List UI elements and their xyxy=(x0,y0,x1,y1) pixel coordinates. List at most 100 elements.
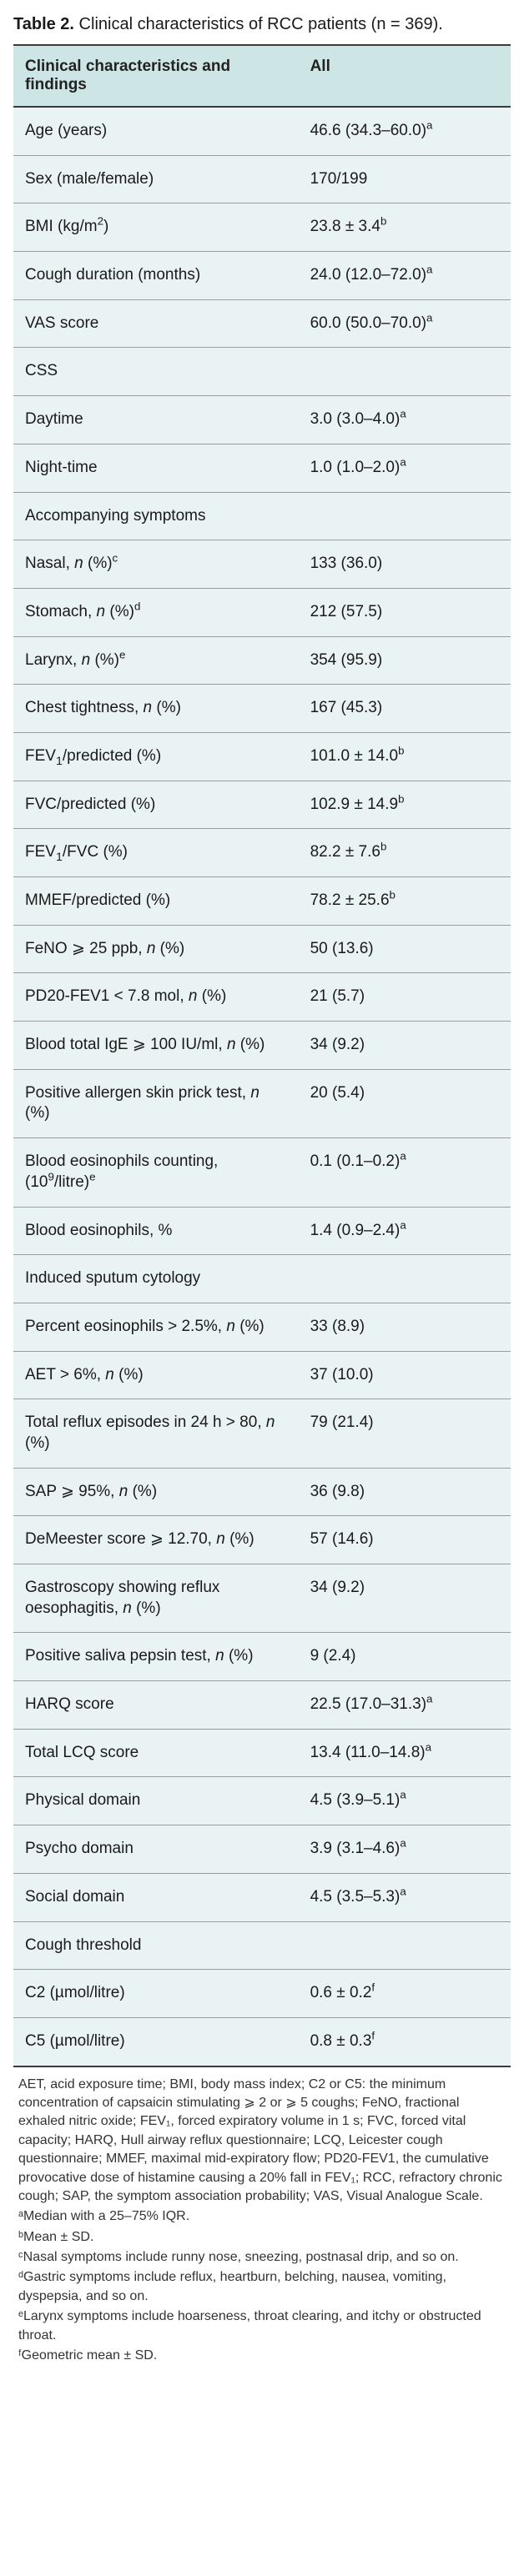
cell-value: 20 (5.4) xyxy=(299,1069,511,1137)
cell-value xyxy=(299,1255,511,1303)
table-row: Age (years)46.6 (34.3–60.0)a xyxy=(13,107,511,155)
cell-value xyxy=(299,1921,511,1970)
table-row: FEV1/predicted (%)101.0 ± 14.0b xyxy=(13,732,511,781)
table-row: Total reflux episodes in 24 h > 80, n (%… xyxy=(13,1399,511,1468)
table-row: Percent eosinophils > 2.5%, n (%)33 (8.9… xyxy=(13,1303,511,1351)
table-title: Table 2. Clinical characteristics of RCC… xyxy=(13,13,511,36)
footnote-line: ᵉLarynx symptoms include hoarseness, thr… xyxy=(18,2307,506,2345)
cell-value: 0.8 ± 0.3f xyxy=(299,2017,511,2066)
col-header-all: All xyxy=(299,45,511,107)
table-row: Chest tightness, n (%)167 (45.3) xyxy=(13,685,511,733)
cell-label: AET > 6%, n (%) xyxy=(13,1351,299,1399)
cell-label: Physical domain xyxy=(13,1777,299,1825)
table-row: VAS score60.0 (50.0–70.0)a xyxy=(13,299,511,348)
cell-value: 212 (57.5) xyxy=(299,588,511,636)
cell-value: 102.9 ± 14.9b xyxy=(299,781,511,829)
cell-value: 60.0 (50.0–70.0)a xyxy=(299,299,511,348)
table-row: C2 (µmol/litre)0.6 ± 0.2f xyxy=(13,1970,511,2018)
clinical-table: Clinical characteristics and findings Al… xyxy=(13,44,511,2067)
table-row: Total LCQ score13.4 (11.0–14.8)a xyxy=(13,1729,511,1777)
table-row: Blood eosinophils, %1.4 (0.9–2.4)a xyxy=(13,1207,511,1255)
cell-label: C2 (µmol/litre) xyxy=(13,1970,299,2018)
cell-label: SAP ⩾ 95%, n (%) xyxy=(13,1468,299,1516)
cell-label: Larynx, n (%)e xyxy=(13,636,299,685)
table-row: Daytime3.0 (3.0–4.0)a xyxy=(13,396,511,444)
cell-value: 4.5 (3.5–5.3)a xyxy=(299,1873,511,1921)
table-title-rest: Clinical characteristics of RCC patients… xyxy=(74,15,443,33)
cell-label: C5 (µmol/litre) xyxy=(13,2017,299,2066)
table-row: BMI (kg/m2)23.8 ± 3.4b xyxy=(13,203,511,252)
cell-value: 37 (10.0) xyxy=(299,1351,511,1399)
table-row: Nasal, n (%)c133 (36.0) xyxy=(13,540,511,589)
table-row: MMEF/predicted (%)78.2 ± 25.6b xyxy=(13,877,511,926)
cell-label: Induced sputum cytology xyxy=(13,1255,299,1303)
table-row: HARQ score22.5 (17.0–31.3)a xyxy=(13,1681,511,1730)
footnote-line: ᵇMean ± SD. xyxy=(18,2228,506,2247)
cell-value: 33 (8.9) xyxy=(299,1303,511,1351)
col-header-characteristics: Clinical characteristics and findings xyxy=(13,45,299,107)
table-row: FEV1/FVC (%)82.2 ± 7.6b xyxy=(13,829,511,877)
table-row: CSS xyxy=(13,348,511,396)
cell-label: Age (years) xyxy=(13,107,299,155)
cell-label: PD20-FEV1 < 7.8 mol, n (%) xyxy=(13,973,299,1022)
cell-label: FEV1/FVC (%) xyxy=(13,829,299,877)
table-row: Accompanying symptoms xyxy=(13,492,511,540)
cell-label: Total LCQ score xyxy=(13,1729,299,1777)
table-row: Social domain4.5 (3.5–5.3)a xyxy=(13,1873,511,1921)
table-row: Sex (male/female)170/199 xyxy=(13,155,511,203)
table-row: DeMeester score ⩾ 12.70, n (%)57 (14.6) xyxy=(13,1516,511,1564)
table-row: Induced sputum cytology xyxy=(13,1255,511,1303)
cell-value xyxy=(299,492,511,540)
cell-value xyxy=(299,348,511,396)
cell-label: Blood eosinophils counting, (109/litre)e xyxy=(13,1138,299,1207)
cell-value: 22.5 (17.0–31.3)a xyxy=(299,1681,511,1730)
cell-value: 79 (21.4) xyxy=(299,1399,511,1468)
cell-label: Cough duration (months) xyxy=(13,252,299,300)
table-row: C5 (µmol/litre)0.8 ± 0.3f xyxy=(13,2017,511,2066)
table-row: Blood total IgE ⩾ 100 IU/ml, n (%)34 (9.… xyxy=(13,1022,511,1070)
cell-value: 34 (9.2) xyxy=(299,1022,511,1070)
cell-value: 9 (2.4) xyxy=(299,1633,511,1681)
cell-value: 21 (5.7) xyxy=(299,973,511,1022)
cell-value: 36 (9.8) xyxy=(299,1468,511,1516)
cell-label: Percent eosinophils > 2.5%, n (%) xyxy=(13,1303,299,1351)
clinical-table-wrapper: Table 2. Clinical characteristics of RCC… xyxy=(13,13,511,2370)
cell-value: 50 (13.6) xyxy=(299,925,511,973)
cell-label: Blood eosinophils, % xyxy=(13,1207,299,1255)
cell-label: Blood total IgE ⩾ 100 IU/ml, n (%) xyxy=(13,1022,299,1070)
table-row: Psycho domain3.9 (3.1–4.6)a xyxy=(13,1825,511,1874)
cell-label: MMEF/predicted (%) xyxy=(13,877,299,926)
cell-label: Daytime xyxy=(13,396,299,444)
cell-value: 133 (36.0) xyxy=(299,540,511,589)
cell-value: 46.6 (34.3–60.0)a xyxy=(299,107,511,155)
footnote-line: ᶠGeometric mean ± SD. xyxy=(18,2347,506,2365)
table-row: PD20-FEV1 < 7.8 mol, n (%)21 (5.7) xyxy=(13,973,511,1022)
cell-value: 23.8 ± 3.4b xyxy=(299,203,511,252)
table-title-prefix: Table 2. xyxy=(13,15,74,33)
cell-value: 34 (9.2) xyxy=(299,1564,511,1633)
cell-label: VAS score xyxy=(13,299,299,348)
cell-value: 57 (14.6) xyxy=(299,1516,511,1564)
cell-value: 78.2 ± 25.6b xyxy=(299,877,511,926)
cell-value: 0.6 ± 0.2f xyxy=(299,1970,511,2018)
table-row: SAP ⩾ 95%, n (%)36 (9.8) xyxy=(13,1468,511,1516)
cell-label: Accompanying symptoms xyxy=(13,492,299,540)
footnote-line: AET, acid exposure time; BMI, body mass … xyxy=(18,2076,506,2207)
cell-label: DeMeester score ⩾ 12.70, n (%) xyxy=(13,1516,299,1564)
cell-label: Sex (male/female) xyxy=(13,155,299,203)
cell-label: Stomach, n (%)d xyxy=(13,588,299,636)
cell-label: Cough threshold xyxy=(13,1921,299,1970)
cell-label: FVC/predicted (%) xyxy=(13,781,299,829)
table-row: Larynx, n (%)e354 (95.9) xyxy=(13,636,511,685)
cell-label: HARQ score xyxy=(13,1681,299,1730)
cell-value: 3.0 (3.0–4.0)a xyxy=(299,396,511,444)
table-row: Positive allergen skin prick test, n (%)… xyxy=(13,1069,511,1137)
table-row: Blood eosinophils counting, (109/litre)e… xyxy=(13,1138,511,1207)
cell-label: CSS xyxy=(13,348,299,396)
table-row: Cough threshold xyxy=(13,1921,511,1970)
cell-label: Gastroscopy showing reflux oesophagitis,… xyxy=(13,1564,299,1633)
footnote-line: ᶜNasal symptoms include runny nose, snee… xyxy=(18,2248,506,2267)
cell-value: 101.0 ± 14.0b xyxy=(299,732,511,781)
cell-label: Total reflux episodes in 24 h > 80, n (%… xyxy=(13,1399,299,1468)
table-body: Age (years)46.6 (34.3–60.0)aSex (male/fe… xyxy=(13,107,511,2066)
